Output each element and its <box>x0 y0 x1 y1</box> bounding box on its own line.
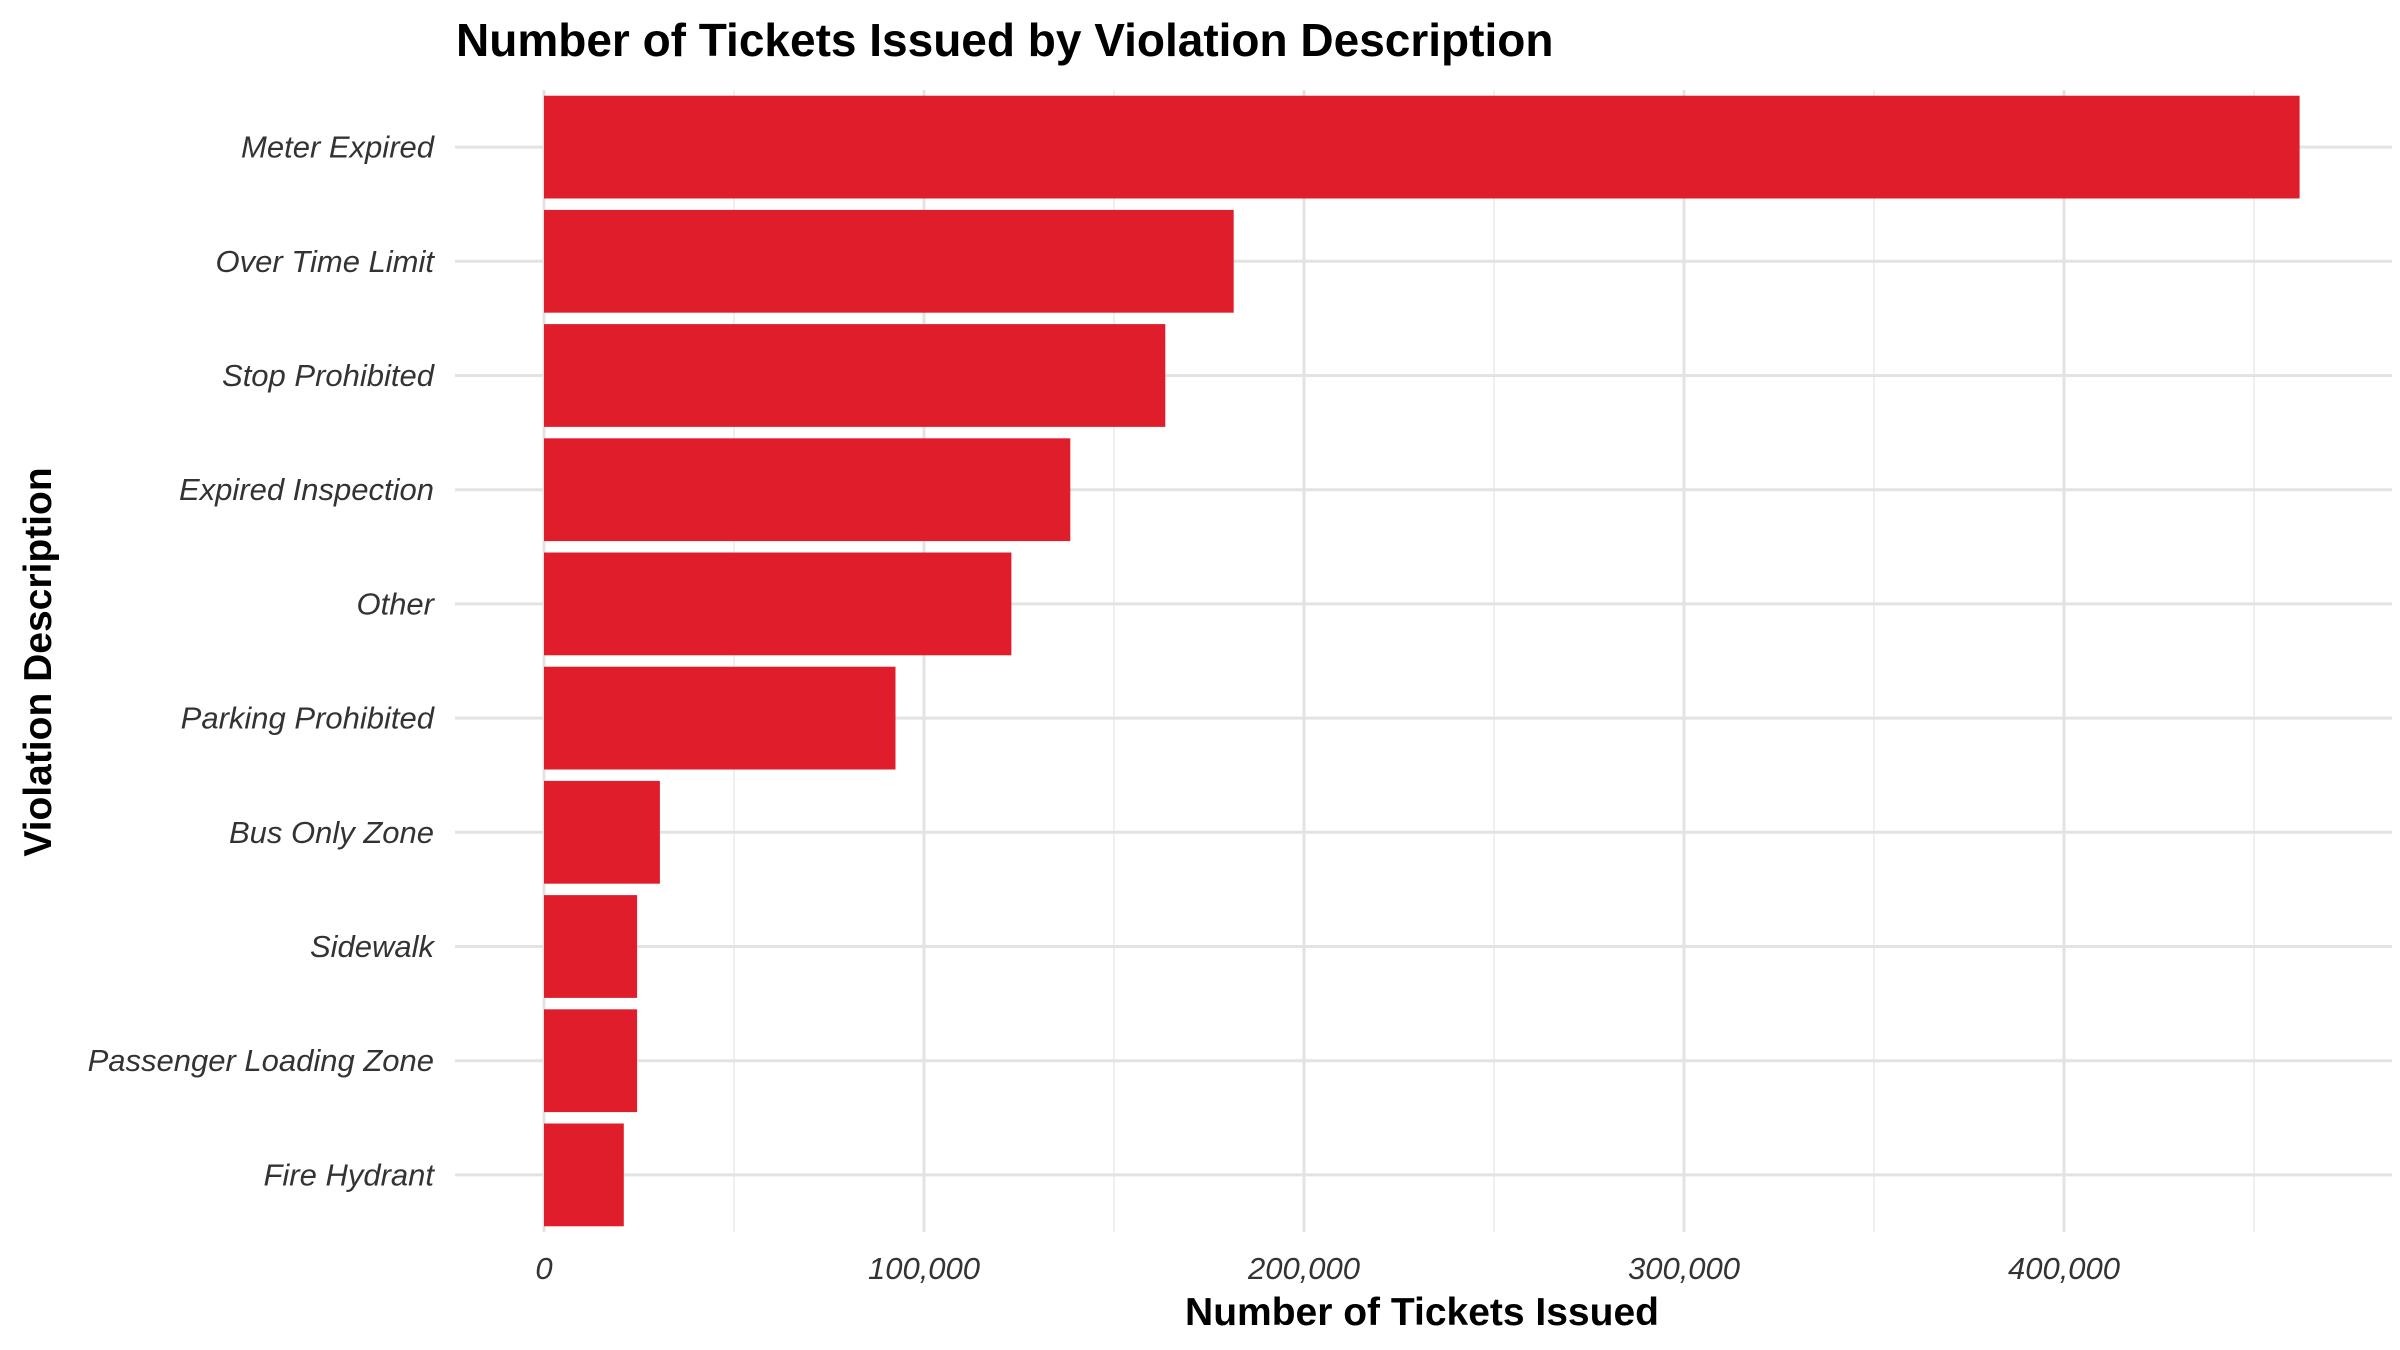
x-axis-title: Number of Tickets Issued <box>1185 1291 1659 1334</box>
bar <box>544 895 638 998</box>
y-tick-label: Parking Prohibited <box>181 701 436 736</box>
x-tick-label: 0 <box>535 1251 552 1286</box>
y-tick-label: Sidewalk <box>310 929 436 964</box>
y-tick-label: Stop Prohibited <box>222 358 436 393</box>
y-tick-label: Bus Only Zone <box>229 815 434 850</box>
x-tick-label: 300,000 <box>1628 1251 1740 1286</box>
x-tick-label: 400,000 <box>2008 1251 2120 1286</box>
y-tick-label: Meter Expired <box>241 130 436 165</box>
bar <box>544 1123 624 1227</box>
bar <box>544 1009 638 1113</box>
y-tick-label: Fire Hydrant <box>263 1157 435 1192</box>
bar <box>544 95 2300 199</box>
chart-title: Number of Tickets Issued by Violation De… <box>456 14 1553 66</box>
bar <box>544 666 896 770</box>
x-tick-label: 100,000 <box>868 1251 980 1286</box>
x-tick-labels: 0 100,000 200,000 300,000 400,000 <box>535 1251 2120 1286</box>
bar <box>544 438 1071 542</box>
y-axis-title: Violation Description <box>17 467 60 856</box>
bar-layer <box>544 95 2300 1227</box>
bar <box>544 780 660 884</box>
y-tick-label: Expired Inspection <box>179 472 434 507</box>
x-tick-label: 200,000 <box>1247 1251 1360 1286</box>
bar <box>544 209 1234 313</box>
bar <box>544 552 1012 656</box>
bar <box>544 324 1166 427</box>
y-tick-label: Over Time Limit <box>216 244 436 279</box>
y-tick-label: Other <box>356 586 435 621</box>
y-tick-labels: Meter Expired Over Time Limit Stop Prohibi… <box>88 130 436 1193</box>
y-tick-label: Passenger Loading Zone <box>88 1043 434 1078</box>
